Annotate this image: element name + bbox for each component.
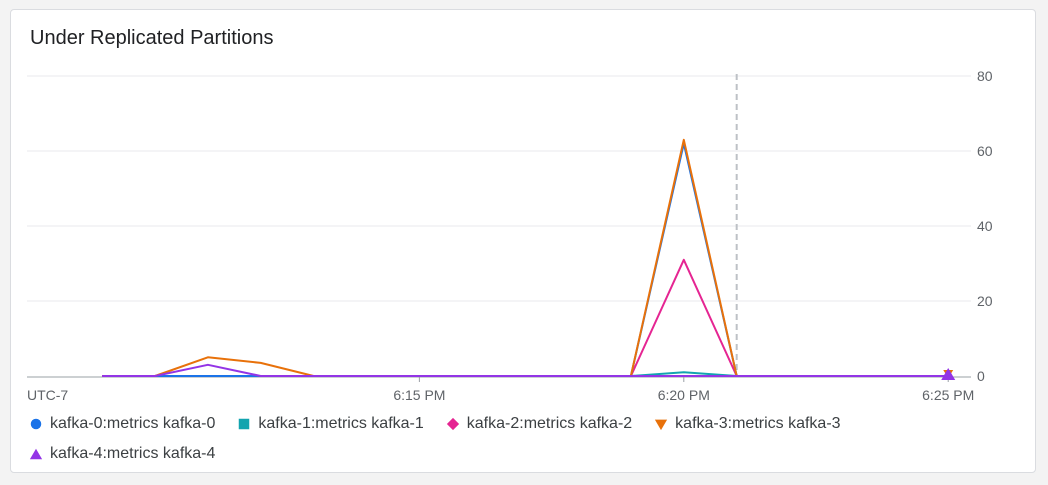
y-tick-label: 60 [977, 143, 993, 159]
chart-legend: kafka-0:metrics kafka-0 kafka-1:metrics k… [29, 413, 1019, 465]
y-tick-label: 80 [977, 68, 993, 84]
series-line-kafka-3 [102, 140, 948, 376]
timezone-label: UTC-7 [27, 387, 68, 403]
y-tick-label: 0 [977, 368, 985, 384]
legend-label: kafka-1:metrics kafka-1 [258, 415, 423, 433]
legend-label: kafka-4:metrics kafka-4 [50, 445, 215, 463]
triangle-down-marker-icon [654, 417, 668, 431]
triangle-up-marker-icon [29, 447, 43, 461]
diamond-marker-icon [446, 417, 460, 431]
legend-item[interactable]: kafka-4:metrics kafka-4 [29, 443, 215, 465]
circle-marker-icon [29, 417, 43, 431]
legend-label: kafka-2:metrics kafka-2 [467, 415, 632, 433]
x-tick-label: 6:20 PM [658, 387, 710, 403]
series-line-kafka-0 [102, 144, 948, 377]
legend-item[interactable]: kafka-2:metrics kafka-2 [446, 413, 632, 435]
legend-item[interactable]: kafka-1:metrics kafka-1 [237, 413, 423, 435]
y-tick-label: 20 [977, 293, 993, 309]
legend-item[interactable]: kafka-3:metrics kafka-3 [654, 413, 840, 435]
y-tick-label: 40 [977, 218, 993, 234]
series-end-marker [941, 368, 955, 380]
series-line-kafka-4 [102, 365, 948, 376]
chart-card: Under Replicated Partitions 0 20 40 60 80 UTC… [10, 9, 1036, 473]
legend-label: kafka-3:metrics kafka-3 [675, 415, 840, 433]
legend-label: kafka-0:metrics kafka-0 [50, 415, 215, 433]
legend-item[interactable]: kafka-0:metrics kafka-0 [29, 413, 215, 435]
chart-plot: 0 20 40 60 80 UTC-7 6:15 PM 6:20 PM 6:25 PM [11, 10, 1037, 410]
x-tick-label: 6:25 PM [922, 387, 974, 403]
x-tick-label: 6:15 PM [393, 387, 445, 403]
square-marker-icon [237, 417, 251, 431]
